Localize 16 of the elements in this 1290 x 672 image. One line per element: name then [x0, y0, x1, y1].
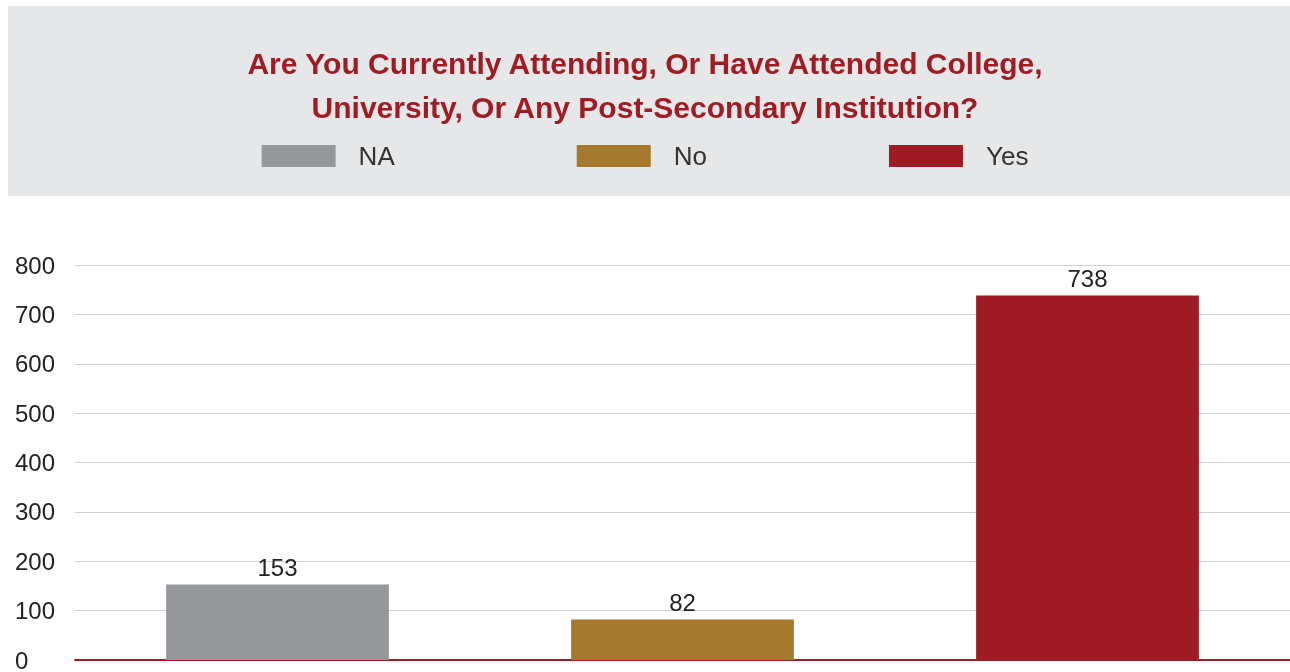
y-tick-label: 600 [15, 350, 56, 378]
data-label: 82 [669, 589, 696, 617]
y-tick-label: 700 [15, 300, 56, 328]
legend-label: Yes [985, 141, 1029, 171]
chart-title: Are You Currently Attending, Or Have Attended College, University, Or Any Post-Secondary Institution? [247, 46, 1043, 124]
y-tick-label: 100 [15, 597, 56, 625]
data-label: 738 [1067, 265, 1108, 293]
y-tick-label: 0 [15, 646, 29, 672]
y-tick-label: 300 [15, 498, 56, 526]
y-tick-label: 800 [15, 251, 56, 279]
legend-label: NA [358, 141, 396, 171]
legend-label: No [673, 141, 707, 171]
y-tick-label: 500 [15, 399, 56, 427]
data-label: 153 [257, 553, 298, 581]
y-tick-label: 400 [15, 449, 56, 476]
y-tick-label: 200 [15, 547, 56, 575]
